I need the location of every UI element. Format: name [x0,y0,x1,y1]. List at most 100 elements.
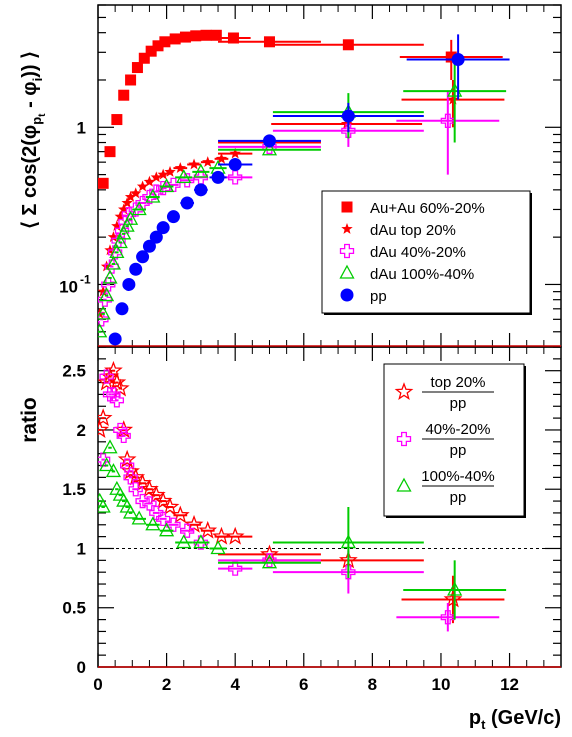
ratio-point-top-20- [198,520,218,539]
top-point-dau-top-20- [340,117,353,129]
legend-fraction-numerator: 40%-20% [425,421,490,438]
top-point-pp [341,109,355,123]
ratio-point-100-40- [98,498,111,513]
top-point-dau-40-20- [142,189,157,205]
top-point-au-au-60-20- [342,39,354,51]
top-point-dau-100-40- [131,201,147,216]
ratio-point-100-40- [176,534,192,549]
ratio-point-top-20- [160,497,180,515]
y-axis-label-part: ⟨ Σ cos(2(φ [19,125,41,229]
legend-label: Au+Au 60%-20% [370,200,485,217]
legend-fraction-denominator: pp [450,395,467,412]
top-point-dau-top-20- [157,168,169,180]
bottom-y-axis-label: ratio [18,397,41,443]
legend-marker [339,243,355,259]
x-axis-label-part: t [481,717,486,732]
top-point-dau-100-40- [105,255,122,270]
top-point-dau-100-40- [98,287,115,302]
legend-marker [339,264,355,279]
legend-bottom: top 20% pp 40%-20% pp 100%-40% pp [383,363,526,518]
ratio-point-100-40- [105,463,122,478]
top-point-pp [122,277,136,291]
y-axis-label-part: p [29,117,44,125]
top-point-pp [166,210,180,224]
top-point-dau-40-20- [98,292,113,307]
ratio-point-40-20- [116,428,131,444]
x-tick-label: 8 [368,675,377,694]
top-point-au-au-60-20- [145,45,157,57]
top-point-dau-top-20- [174,162,187,173]
top-point-dau-top-20- [107,231,120,242]
ratio-point-100-40- [159,522,175,537]
x-axis-label: pt (GeV/c) [469,707,561,732]
top-y-axis-label: ⟨ Σ cos(2(φpt - φi)) ⟩ [19,51,48,229]
ratio-point-100-40- [447,581,463,596]
ratio-point-top-20- [98,408,113,427]
top-point-au-au-60-20- [227,32,239,44]
top-point-pp [211,170,225,184]
legend-label: pp [370,288,387,305]
top-point-dau-top-20- [229,147,241,159]
top-point-au-au-60-20- [111,114,123,126]
legend-marker [396,431,412,447]
top-point-au-au-60-20- [152,40,164,52]
ratio-point-40-20- [341,565,356,580]
top-point-dau-100-40- [102,269,118,284]
ratio-point-40-20- [228,561,243,576]
top-point-dau-40-20- [166,177,181,193]
legend-fraction-denominator: pp [450,489,467,506]
ratio-point-top-20- [443,589,463,608]
top-point-dau-40-20- [107,245,123,260]
legend-label: dAu 40%-20% [370,244,466,261]
top-point-dau-40-20- [228,170,243,185]
ratio-point-40-20- [262,553,277,568]
top-point-pp [180,196,194,210]
ratio-point-100-40- [102,439,118,454]
ratio-point-100-40- [131,510,147,525]
legend-top: Au+Au 60%-20% dAu top 20% dAu 40%-20% dAu 1… [321,190,532,315]
ratio-point-top-20- [260,544,279,563]
top-point-pp [194,183,208,197]
top-point-pp [142,239,156,253]
top-point-au-au-60-20- [131,62,143,74]
top-point-au-au-60-20- [104,146,116,158]
top-point-au-au-60-20- [210,29,222,41]
legend-marker [341,223,353,234]
top-point-dau-100-40- [122,210,139,225]
y-axis-label-part: t [37,113,48,117]
y-axis-label-part: i [30,78,45,82]
top-point-pp [115,302,129,316]
y-tick-label: 2 [77,421,86,440]
top-point-dau-100-40- [261,141,278,156]
legend-top-box [321,190,531,314]
top-point-dau-top-20- [215,152,228,164]
y-tick-label: 1 [77,539,86,558]
ratio-point-100-40- [98,457,115,472]
top-point-dau-top-20- [114,210,126,222]
top-point-au-au-60-20- [190,30,202,42]
top-point-dau-100-40- [176,169,192,184]
top-point-pp [136,250,150,264]
top-point-au-au-60-20- [169,33,181,45]
y-tick-exponent: -1 [80,272,91,286]
ratio-point-top-20- [117,449,137,468]
ratio-point-40-20- [180,523,195,538]
top-point-pp [129,262,143,276]
top-point-dau-top-20- [121,196,133,208]
ratio-point-40-20- [99,369,114,384]
top-point-dau-40-20- [440,113,455,128]
legend-fraction-numerator: 100%-40% [421,468,494,485]
ratio-point-40-20- [109,393,125,408]
top-point-pp [156,221,170,235]
y-tick-label: 1.5 [62,480,86,499]
ratio-point-40-20- [135,493,150,509]
top-point-dau-top-20- [447,93,459,105]
legend-marker [340,288,354,302]
y-tick-label: 10 [59,277,78,296]
top-point-pp [228,157,242,171]
top-point-pp [108,332,122,346]
y-tick-label: 2.5 [62,362,86,381]
top-point-dau-top-20- [130,187,142,199]
top-point-dau-top-20- [98,285,109,297]
top-point-au-au-60-20- [159,36,171,48]
